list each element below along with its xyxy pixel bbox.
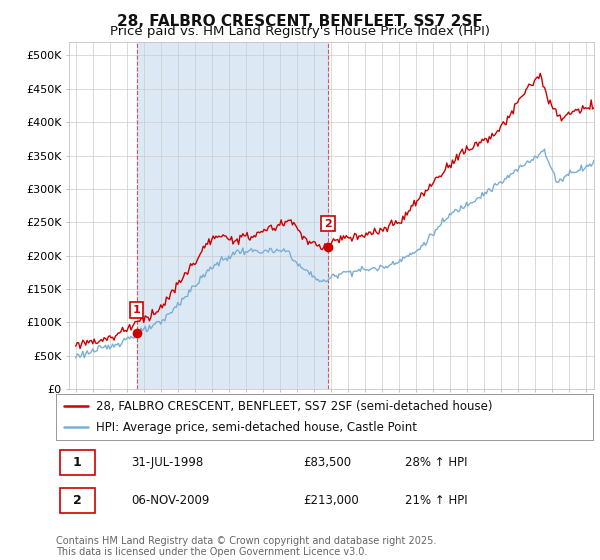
Text: 2: 2 bbox=[73, 494, 82, 507]
Text: £83,500: £83,500 bbox=[303, 456, 351, 469]
Text: 28, FALBRO CRESCENT, BENFLEET, SS7 2SF (semi-detached house): 28, FALBRO CRESCENT, BENFLEET, SS7 2SF (… bbox=[96, 400, 493, 413]
Text: Contains HM Land Registry data © Crown copyright and database right 2025.
This d: Contains HM Land Registry data © Crown c… bbox=[56, 535, 436, 557]
Bar bbox=[137, 42, 328, 389]
Text: 28% ↑ HPI: 28% ↑ HPI bbox=[405, 456, 467, 469]
Text: 28, FALBRO CRESCENT, BENFLEET, SS7 2SF: 28, FALBRO CRESCENT, BENFLEET, SS7 2SF bbox=[117, 14, 483, 29]
Text: HPI: Average price, semi-detached house, Castle Point: HPI: Average price, semi-detached house,… bbox=[96, 421, 417, 433]
Text: 06-NOV-2009: 06-NOV-2009 bbox=[131, 494, 209, 507]
FancyBboxPatch shape bbox=[60, 450, 95, 475]
Text: Price paid vs. HM Land Registry's House Price Index (HPI): Price paid vs. HM Land Registry's House … bbox=[110, 25, 490, 38]
Text: 1: 1 bbox=[73, 456, 82, 469]
Text: 2: 2 bbox=[324, 218, 332, 228]
FancyBboxPatch shape bbox=[60, 488, 95, 513]
Text: 1: 1 bbox=[133, 305, 140, 315]
Text: 31-JUL-1998: 31-JUL-1998 bbox=[131, 456, 203, 469]
Text: £213,000: £213,000 bbox=[303, 494, 359, 507]
Text: 21% ↑ HPI: 21% ↑ HPI bbox=[405, 494, 467, 507]
